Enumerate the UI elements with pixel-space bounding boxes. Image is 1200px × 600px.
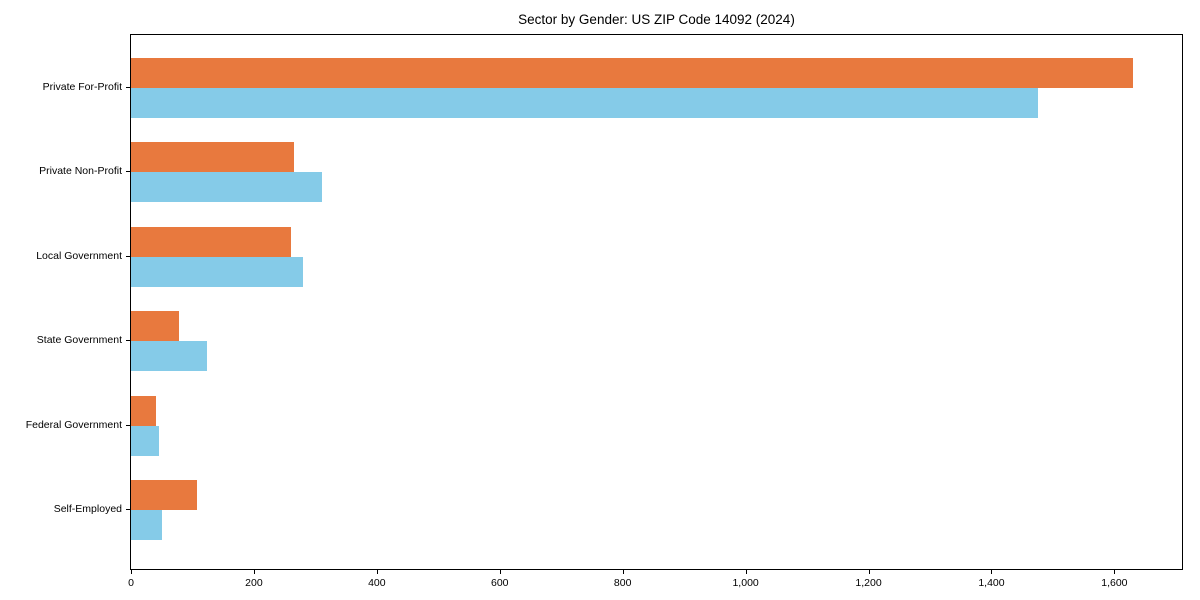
x-tick-label: 1,200 xyxy=(855,577,882,589)
x-tick-mark xyxy=(991,570,993,574)
y-tick-mark xyxy=(126,509,130,510)
bar-female-6 xyxy=(131,510,162,540)
y-tick-label: Federal Government xyxy=(25,418,122,431)
chart-title: Sector by Gender: US ZIP Code 14092 (202… xyxy=(518,12,795,27)
x-tick-label: 1,600 xyxy=(1101,577,1128,589)
x-tick-label: 200 xyxy=(245,577,263,589)
bar-female-4 xyxy=(131,341,207,372)
x-tick-mark xyxy=(622,570,624,574)
y-tick-label: State Government xyxy=(36,334,122,347)
y-tick-label: Private Non-Profit xyxy=(39,165,122,178)
x-tick-mark xyxy=(868,570,870,574)
y-tick-mark xyxy=(126,171,130,173)
bar-male-5 xyxy=(131,395,156,426)
x-tick-mark xyxy=(499,570,501,574)
x-tick-mark xyxy=(131,570,132,574)
bar-female-1 xyxy=(131,88,1038,118)
x-tick-label: 1,400 xyxy=(978,577,1005,589)
x-tick-label: 800 xyxy=(613,577,632,589)
bar-male-2 xyxy=(131,142,294,173)
y-tick-label: Private For-Profit xyxy=(42,81,122,93)
x-tick-mark xyxy=(253,570,255,574)
bar-female-3 xyxy=(131,256,303,287)
y-tick-label: Local Government xyxy=(36,249,122,262)
x-tick-label: 1,000 xyxy=(732,577,759,589)
x-tick-mark xyxy=(376,570,378,574)
y-tick-mark xyxy=(126,87,130,88)
bar-male-3 xyxy=(131,226,291,257)
bar-female-2 xyxy=(131,172,322,203)
bar-male-6 xyxy=(131,480,197,510)
y-tick-mark xyxy=(126,424,130,426)
x-tick-label: 600 xyxy=(491,577,509,589)
bar-male-1 xyxy=(131,58,1133,88)
y-tick-mark xyxy=(126,340,130,342)
x-tick-label: 0 xyxy=(128,577,134,589)
y-tick-label: Self-Employed xyxy=(53,503,122,515)
bar-female-5 xyxy=(131,425,159,456)
y-tick-mark xyxy=(126,255,130,257)
plot-area: MaleFemale xyxy=(130,34,1183,570)
bar-male-4 xyxy=(131,311,179,342)
x-tick-mark xyxy=(745,570,747,574)
x-tick-mark xyxy=(1114,570,1116,574)
x-tick-label: 400 xyxy=(368,577,386,589)
